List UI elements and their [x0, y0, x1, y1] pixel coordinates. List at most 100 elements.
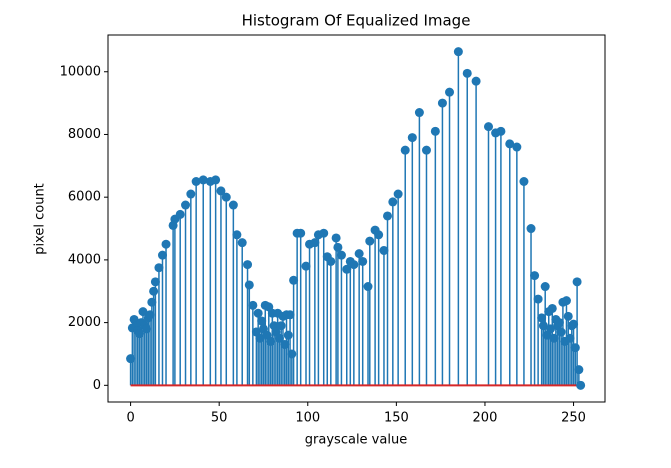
stem-marker — [255, 333, 265, 343]
stem-marker — [349, 260, 359, 270]
stem-marker — [175, 209, 185, 219]
stem-marker — [326, 256, 336, 266]
stem-marker — [519, 176, 529, 186]
stem-marker — [437, 98, 447, 108]
stem-marker — [283, 330, 293, 340]
stem-marker — [253, 308, 263, 318]
stem-marker — [191, 176, 201, 186]
stem-marker — [280, 340, 290, 350]
stem-marker — [505, 139, 515, 149]
stem-marker — [453, 47, 463, 57]
x-tick-label: 50 — [211, 411, 228, 426]
stem-marker — [393, 189, 403, 199]
y-tick-label: 10000 — [60, 64, 101, 79]
stem-marker — [365, 236, 375, 246]
stem-marker — [407, 133, 417, 143]
stem-marker — [228, 200, 238, 210]
y-tick-label: 6000 — [68, 190, 101, 205]
stem-marker — [126, 354, 136, 364]
stem-marker — [296, 228, 306, 238]
stem-marker — [533, 294, 543, 304]
stem-marker — [138, 307, 148, 317]
stem-marker — [354, 249, 364, 259]
stem-marker — [211, 175, 221, 185]
stem-marker — [556, 327, 566, 337]
x-axis-label: grayscale value — [305, 433, 407, 448]
stem-marker — [574, 365, 584, 375]
stem-marker — [186, 189, 196, 199]
stem-marker — [232, 230, 242, 240]
stem-marker — [540, 282, 550, 292]
stem-marker — [161, 239, 171, 249]
stem-marker — [421, 145, 431, 155]
y-tick-label: 0 — [93, 378, 101, 393]
stem-marker — [379, 245, 389, 255]
x-tick-label: 150 — [384, 411, 409, 426]
y-tick-label: 4000 — [68, 252, 101, 267]
stem-marker — [287, 349, 297, 359]
stem-marker — [512, 142, 522, 152]
y-axis-label: pixel count — [33, 183, 48, 255]
stem-marker — [266, 336, 276, 346]
stem-marker — [154, 263, 164, 273]
stem-marker — [414, 108, 424, 118]
stem-marker — [576, 380, 586, 390]
stem-marker — [569, 319, 579, 329]
stem-marker — [198, 175, 208, 185]
stem-marker — [471, 76, 481, 86]
stem-marker — [142, 324, 152, 334]
stem-marker — [374, 230, 384, 240]
stem-marker — [342, 264, 352, 274]
stem-marker — [150, 277, 160, 287]
stem-marker — [445, 87, 455, 97]
stem-marker — [289, 275, 299, 285]
stem-marker — [561, 296, 571, 306]
stem-marker — [565, 333, 575, 343]
stem-marker — [530, 271, 540, 281]
stem-marker — [181, 200, 191, 210]
stem-marker — [145, 310, 155, 320]
x-tick-label: 100 — [295, 411, 320, 426]
x-tick-label: 250 — [561, 411, 586, 426]
stem-marker — [358, 256, 368, 266]
stem-marker — [363, 282, 373, 292]
stem-marker — [430, 126, 440, 136]
stem-marker — [549, 333, 559, 343]
stem-marker — [147, 297, 157, 307]
stem-marker — [496, 126, 506, 136]
stem-marker — [546, 324, 556, 334]
stem-marker — [570, 343, 580, 353]
stem-marker — [462, 68, 472, 78]
stem-marker — [331, 233, 341, 243]
stem-marker — [484, 122, 494, 132]
stem-marker — [285, 310, 295, 320]
x-tick-label: 200 — [473, 411, 498, 426]
stem-marker — [572, 277, 582, 287]
y-tick-label: 8000 — [68, 127, 101, 142]
stem-marker — [547, 303, 557, 313]
stem-marker — [388, 197, 398, 207]
stem-marker — [237, 238, 247, 248]
stem-marker — [554, 318, 564, 328]
stem-marker — [333, 242, 343, 252]
stem-marker — [248, 300, 258, 310]
stem-marker — [157, 250, 167, 260]
stem-marker — [149, 286, 159, 296]
stem-marker — [244, 280, 254, 290]
stem-marker — [537, 313, 547, 323]
stem-marker — [383, 211, 393, 221]
stem-marker — [301, 261, 311, 271]
stem-marker — [276, 321, 286, 331]
stem-marker — [221, 192, 231, 202]
stem-marker — [538, 321, 548, 331]
stem-marker — [336, 250, 346, 260]
stem-marker — [563, 311, 573, 321]
stem-marker — [526, 224, 536, 234]
stem-marker — [243, 260, 253, 270]
stem-marker — [216, 186, 226, 196]
chart-title: Histogram Of Equalized Image — [242, 12, 471, 30]
stem-marker — [310, 238, 320, 248]
stem-marker — [257, 316, 267, 326]
stem-marker — [319, 228, 329, 238]
